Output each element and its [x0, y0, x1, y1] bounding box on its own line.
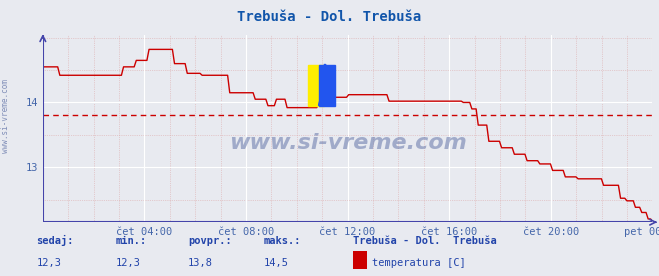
Text: maks.:: maks.: [264, 236, 301, 246]
Text: 12,3: 12,3 [115, 258, 140, 267]
Text: min.:: min.: [115, 236, 146, 246]
Polygon shape [308, 65, 324, 106]
Text: Trebuša - Dol.  Trebuša: Trebuša - Dol. Trebuša [353, 236, 496, 246]
Polygon shape [319, 65, 335, 106]
Text: www.si-vreme.com: www.si-vreme.com [1, 79, 10, 153]
Text: 14,5: 14,5 [264, 258, 289, 267]
Text: 12,3: 12,3 [36, 258, 61, 267]
Text: www.si-vreme.com: www.si-vreme.com [229, 133, 467, 153]
Text: temperatura [C]: temperatura [C] [372, 258, 466, 267]
Text: 13,8: 13,8 [188, 258, 213, 267]
Text: Trebuša - Dol. Trebuša: Trebuša - Dol. Trebuša [237, 10, 422, 24]
Text: povpr.:: povpr.: [188, 236, 231, 246]
Polygon shape [319, 65, 326, 106]
Text: sedaj:: sedaj: [36, 235, 74, 246]
